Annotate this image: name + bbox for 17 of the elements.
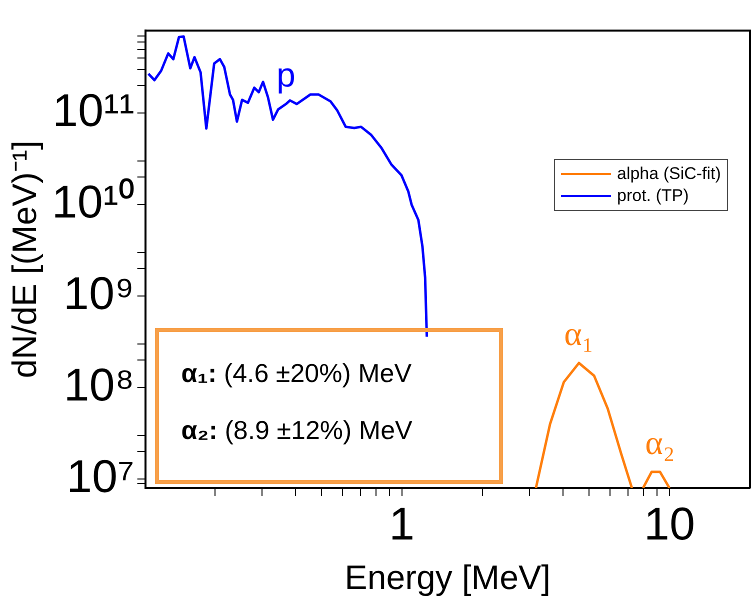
x-tick-label: 10 [644,497,696,550]
annotation: p [276,56,296,94]
x-tick-label: 1 [389,497,415,550]
y-tick-label: 10¹⁰ [52,175,134,228]
y-tick-label: 10⁸ [64,358,134,410]
annotation: α₂ [645,424,675,462]
legend-label: prot. (TP) [617,184,689,207]
y-tick-label: 10⁹ [63,266,134,319]
annotation: α₁: (4.6 ±20%) MeV [181,358,413,389]
y-tick-label: 10¹¹ [52,84,134,136]
annotation: α₂: (8.9 ±12%) MeV [181,415,414,446]
annotation: α₁ [564,316,594,353]
note-box: α₁: (4.6 ±20%) MeV α₂: (8.9 ±12%) MeV [155,328,504,484]
y-axis-title: dN/dE [(MeV)⁻¹] [6,140,44,378]
legend-label: alpha (SiC-fit) [617,162,721,185]
x-axis-title: Energy [MeV] [344,558,551,597]
y-tick-label: 10⁷ [66,450,134,502]
